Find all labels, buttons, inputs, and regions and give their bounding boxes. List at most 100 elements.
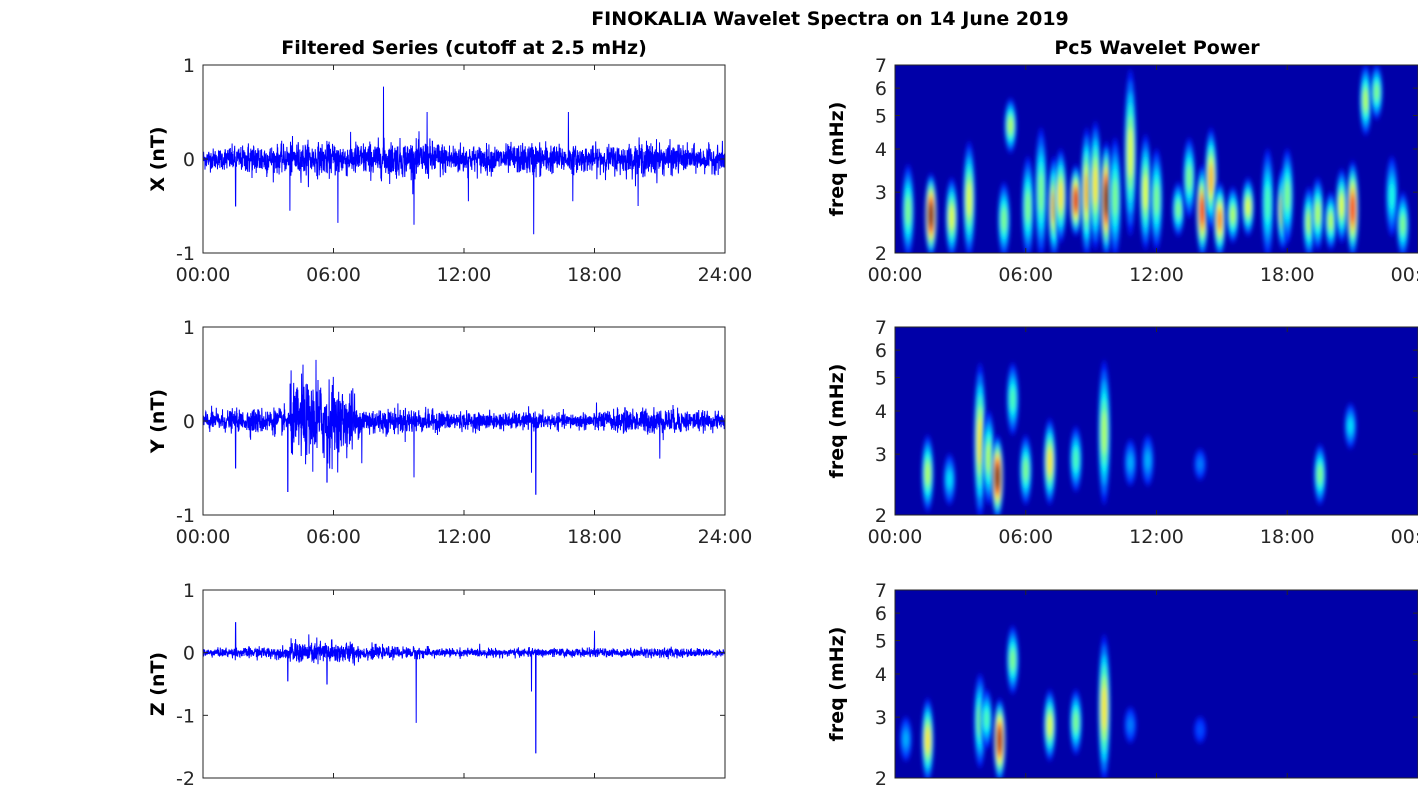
power-blob <box>1043 689 1056 762</box>
y-tick-label: 7 <box>875 580 887 602</box>
y-tick-label: -2 <box>176 768 195 788</box>
x-tick-label: 24:00 <box>698 264 753 286</box>
power-blob <box>902 164 915 253</box>
heatmap-blobs <box>921 360 1357 515</box>
power-blob <box>1089 121 1102 250</box>
y-tick-label: 1 <box>183 580 195 602</box>
x-tick-label: 06:00 <box>998 526 1053 548</box>
x-tick-label: 00:00 <box>176 526 231 548</box>
power-contour <box>1245 198 1251 216</box>
y-tick-label: 3 <box>875 182 887 204</box>
power-blob <box>945 177 958 253</box>
power-contour <box>1073 449 1079 469</box>
y-tick-label: -1 <box>176 505 195 527</box>
x-tick-label: 00:00 <box>176 264 231 286</box>
power-blob <box>921 435 934 512</box>
power-blob <box>963 141 976 253</box>
power-blob <box>924 173 937 253</box>
power-blob <box>1124 69 1137 237</box>
y-tick-label: 4 <box>875 664 887 686</box>
y-axis-label: freq (mHz) <box>826 627 848 742</box>
y-tick-label: 2 <box>875 768 887 788</box>
power-contour <box>1186 165 1192 190</box>
series-line-z <box>203 622 725 754</box>
power-contour <box>1092 166 1098 205</box>
power-blob <box>991 435 1004 515</box>
power-blob <box>997 182 1010 253</box>
power-blob <box>1346 160 1359 253</box>
power-contour <box>984 710 990 728</box>
power-contour <box>1007 117 1013 134</box>
power-blob <box>980 689 993 749</box>
power-blob <box>1139 134 1152 250</box>
power-blob <box>1281 148 1294 243</box>
power-contour <box>1265 186 1271 220</box>
power-blob <box>1344 403 1357 449</box>
x-tick-label: 24:00 <box>698 526 753 548</box>
x-tick-label: 00:00 <box>868 526 923 548</box>
power-contour <box>1374 84 1380 101</box>
x-tick-label: 12:00 <box>1129 264 1184 286</box>
plot-area <box>203 590 725 778</box>
power-contour <box>1197 726 1203 734</box>
power-blob <box>1183 138 1196 218</box>
y-tick-label: 4 <box>875 401 887 423</box>
power-contour <box>1103 182 1109 217</box>
power-blob <box>1054 148 1067 243</box>
y-tick-label: -1 <box>176 705 195 727</box>
y-tick-label: 6 <box>875 78 887 100</box>
power-blob <box>1194 449 1207 480</box>
y-tick-label: 2 <box>875 505 887 527</box>
x-tick-label: 18:00 <box>567 264 622 286</box>
y-tick-label: 0 <box>183 643 195 665</box>
power-contour <box>1306 211 1312 233</box>
power-blob <box>1213 182 1226 253</box>
power-contour <box>1145 452 1151 468</box>
wavelet-z-panel: 2 3 4 5 67 freq (mHz) <box>826 580 1418 788</box>
x-tick-label: 00:00 <box>868 264 923 286</box>
power-contour <box>905 197 911 225</box>
series-line-y <box>203 359 725 495</box>
power-contour <box>1047 714 1053 737</box>
y-tick-label: 0 <box>183 411 195 433</box>
power-contour <box>1154 184 1159 215</box>
x-tick-label: 06:00 <box>306 526 361 548</box>
power-contour <box>1127 719 1133 731</box>
y-tick-label: 4 <box>875 139 887 161</box>
y-tick-label: -1 <box>176 243 195 265</box>
power-contour <box>1073 189 1079 212</box>
power-blob <box>1196 164 1209 253</box>
y-tick-label: 6 <box>875 340 887 362</box>
y-tick-label: 5 <box>875 367 887 389</box>
power-contour <box>1143 174 1149 210</box>
power-blob <box>1242 177 1255 237</box>
power-blob <box>943 454 956 505</box>
power-contour <box>1001 208 1007 231</box>
power-blob <box>1226 187 1239 243</box>
power-contour <box>1317 465 1323 484</box>
power-contour <box>1047 448 1053 475</box>
power-blob <box>1385 156 1398 237</box>
power-contour <box>1350 194 1356 224</box>
power-blob <box>1004 98 1017 153</box>
power-contour <box>1175 201 1181 218</box>
power-blob <box>982 410 995 505</box>
y-axis-label: freq (mHz) <box>826 102 848 217</box>
power-blob <box>1124 707 1137 743</box>
power-contour <box>1199 197 1205 225</box>
x-tick-label: 06:00 <box>306 264 361 286</box>
power-contour <box>1400 214 1406 235</box>
power-contour <box>1101 686 1107 731</box>
x-tick-label: 12:00 <box>1129 526 1184 548</box>
x-tick-label: 00:00 <box>1391 264 1418 286</box>
power-contour <box>1315 202 1321 225</box>
power-blob <box>1019 435 1032 505</box>
power-contour <box>1101 410 1107 455</box>
power-contour <box>1197 459 1203 469</box>
power-blob <box>1021 156 1034 253</box>
power-blob <box>1006 363 1019 436</box>
power-contour <box>1389 184 1395 209</box>
left-column-title: Filtered Series (cutoff at 2.5 mHz) <box>281 37 647 59</box>
power-contour <box>1363 89 1369 111</box>
